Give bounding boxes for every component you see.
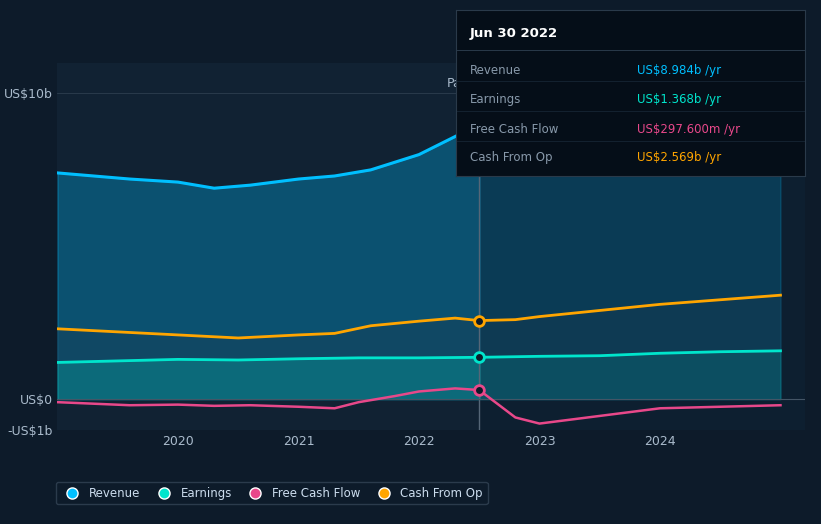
Bar — [479, 63, 805, 430]
Text: Analysts Forecasts: Analysts Forecasts — [485, 77, 602, 90]
Text: Earnings: Earnings — [470, 93, 521, 106]
Text: Free Cash Flow: Free Cash Flow — [470, 123, 558, 136]
Text: US$297.600m /yr: US$297.600m /yr — [637, 123, 741, 136]
Legend: Revenue, Earnings, Free Cash Flow, Cash From Op: Revenue, Earnings, Free Cash Flow, Cash … — [56, 482, 488, 505]
Text: Cash From Op: Cash From Op — [470, 151, 552, 164]
Text: US$1.368b /yr: US$1.368b /yr — [637, 93, 721, 106]
Text: US$8.984b /yr: US$8.984b /yr — [637, 63, 721, 77]
Text: Revenue: Revenue — [470, 63, 521, 77]
Text: US$2.569b /yr: US$2.569b /yr — [637, 151, 722, 164]
Bar — [57, 63, 479, 430]
Text: Jun 30 2022: Jun 30 2022 — [470, 27, 557, 40]
Text: Past: Past — [447, 77, 473, 90]
